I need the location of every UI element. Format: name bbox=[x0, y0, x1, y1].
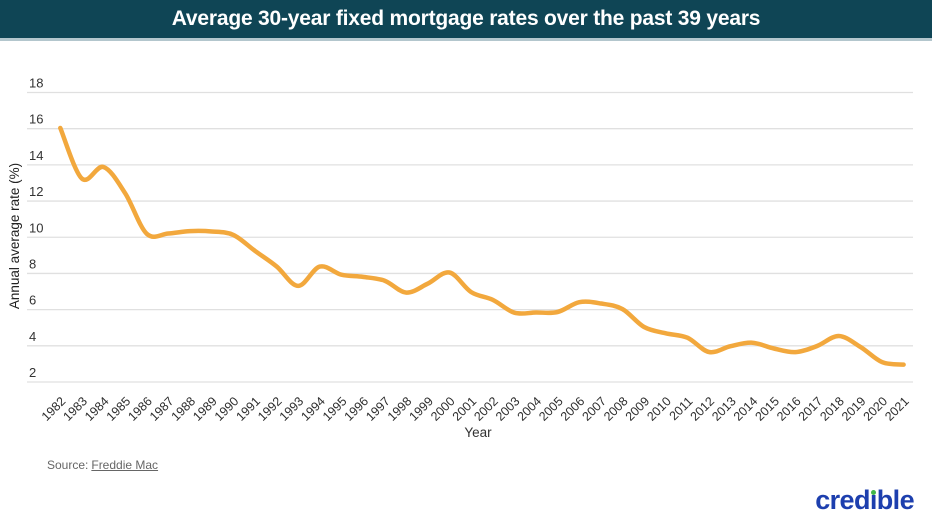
logo-text-post: ble bbox=[876, 485, 915, 515]
logo-i-stem: ı bbox=[869, 485, 877, 515]
y-tick-label: 18 bbox=[29, 76, 43, 91]
source-label: Source: bbox=[47, 458, 89, 472]
y-tick-label: 16 bbox=[29, 112, 43, 127]
chart-title: Average 30-year fixed mortgage rates ove… bbox=[171, 7, 761, 30]
logo-i-dot bbox=[870, 489, 877, 495]
source-note: Source: Freddie Mac bbox=[47, 458, 158, 472]
x-axis-title: Year bbox=[464, 425, 492, 440]
y-tick-label: 4 bbox=[29, 329, 36, 344]
y-tick-label: 10 bbox=[29, 220, 43, 235]
y-axis-title: Annual average rate (%) bbox=[7, 163, 22, 309]
title-banner: Average 30-year fixed mortgage rates ove… bbox=[0, 0, 932, 41]
y-tick-label: 2 bbox=[29, 365, 36, 380]
y-tick-label: 8 bbox=[29, 256, 36, 271]
y-tick-label: 14 bbox=[29, 148, 43, 163]
credible-logo: credı ble bbox=[815, 487, 914, 514]
logo-letter-i: ı bbox=[870, 487, 877, 514]
y-tick-label: 12 bbox=[29, 184, 43, 199]
y-tick-label: 6 bbox=[29, 293, 36, 308]
source-link-freddie-mac[interactable]: Freddie Mac bbox=[91, 458, 159, 472]
x-tick-label: 2021 bbox=[882, 394, 912, 424]
logo-text-pre: cred bbox=[815, 485, 870, 515]
mortgage-rate-line bbox=[58, 125, 906, 367]
